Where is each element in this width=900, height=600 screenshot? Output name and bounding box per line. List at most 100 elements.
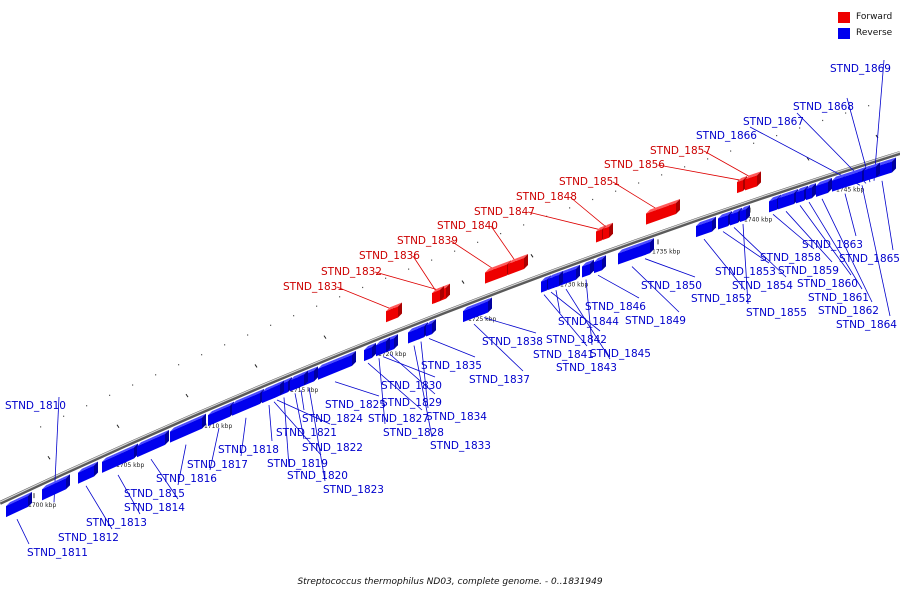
track-dot [638,182,640,184]
gene-front-face [380,341,386,355]
gene-stnd_1869[interactable] [872,162,880,179]
track-dash [254,364,258,368]
gene-side-face [446,283,450,299]
gene-leader-line [412,255,437,292]
gene-front-face [594,259,602,274]
gene-label: STND_1852 [691,293,752,305]
track-dot [592,198,594,201]
axis-tick-label: 1700 kbp [28,502,56,509]
gene-leader-line [300,389,305,411]
gene-leader-line [555,290,561,314]
track-dot [293,315,295,317]
gene-front-face [364,346,372,362]
track-dot [776,134,778,137]
gene-stnd_1848[interactable] [603,222,613,240]
gene-stnd_1862[interactable] [816,177,832,197]
gene-stnd_1852[interactable] [696,216,716,238]
gene-top-face [603,222,613,229]
gene-stnd_1839[interactable] [485,260,511,284]
gene-side-face [524,253,528,269]
gene-label: STND_1858 [760,252,821,264]
track-dot [224,344,226,346]
gene-stnd_1815[interactable] [170,413,206,443]
gene-side-face [650,238,654,254]
gene-front-face [386,306,398,323]
track-dot [431,259,433,261]
gene-stnd_1821[interactable] [274,380,284,399]
track-dash [185,393,189,398]
gene-label: STND_1866 [696,130,757,142]
gene-stnd_1846[interactable] [594,255,606,274]
gene-front-face [832,172,858,192]
gene-stnd_1840[interactable] [508,253,528,275]
gene-leader-line [631,266,680,313]
gene-stnd_1830[interactable] [380,337,390,355]
gene-stnd_1844[interactable] [553,270,563,289]
axis-tick-label: 1735 kbp [652,248,680,255]
gene-label: STND_1837 [469,374,530,386]
gene-side-face [559,270,563,286]
gene-leader-line [808,201,863,290]
gene-top-face [208,401,234,416]
track-dash [47,456,51,460]
gene-top-face [170,413,206,432]
gene-stnd_1857[interactable] [745,171,761,191]
gene-front-face [640,242,650,257]
track-dot [753,142,755,144]
gene-stnd_1814[interactable] [137,429,169,458]
gene-leader-line [283,397,290,468]
gene-stnd_1831[interactable] [386,302,402,323]
gene-top-face [596,225,606,232]
gene-stnd_1838[interactable] [480,297,492,316]
gene-stnd_1835[interactable] [426,319,436,337]
gene-label: STND_1822 [302,442,363,454]
gene-label: STND_1848 [516,191,577,203]
gene-top-face [796,185,808,193]
gene-leader-line [336,286,393,310]
gene-label: STND_1853 [715,266,776,278]
gene-label: STND_1845 [590,348,651,360]
gene-top-face [426,319,436,326]
gene-label: STND_1850 [641,280,702,292]
gene-top-face [42,474,70,490]
gene-top-face [858,166,866,173]
track-dot [454,250,456,252]
gene-front-face [6,495,28,518]
gene-leader-line [16,518,30,545]
gene-leader-line [389,353,436,395]
gene-stnd_1861[interactable] [806,183,816,201]
gene-front-face [696,220,712,238]
gene-stnd_1810[interactable] [42,474,70,501]
gene-stnd_1812[interactable] [78,461,98,484]
gene-side-face [892,157,896,173]
gene-stnd_1827[interactable] [364,342,376,362]
gene-front-face [646,203,676,225]
gene-leader-line [150,458,179,500]
gene-stnd_1824[interactable] [298,370,308,389]
track-dot [868,105,870,107]
gene-front-face [548,276,554,291]
gene-stnd_1811[interactable] [6,491,32,518]
gene-top-face [737,176,747,183]
gene-leader-line [209,428,220,471]
gene-leader-line [881,180,894,251]
track-dot [730,150,732,152]
gene-top-face [553,270,563,278]
gene-stnd_1836[interactable] [432,286,444,305]
gene-top-face [740,205,750,212]
gene-top-face [102,443,138,462]
gene-leader-line [177,444,187,486]
gene-stnd_1850[interactable] [640,238,654,257]
gene-side-face [746,205,750,221]
gene-stnd_1825[interactable] [318,350,356,380]
track-dot [362,286,364,289]
gene-leader-line [334,381,380,397]
gene-front-face [618,243,646,265]
gene-leader-line [490,225,517,263]
gene-leader-line [844,193,857,237]
gene-top-face [646,199,680,214]
gene-stnd_1855[interactable] [740,205,750,223]
gene-stnd_1851[interactable] [646,199,680,225]
gene-stnd_1845[interactable] [582,259,594,278]
gene-top-face [508,253,528,264]
